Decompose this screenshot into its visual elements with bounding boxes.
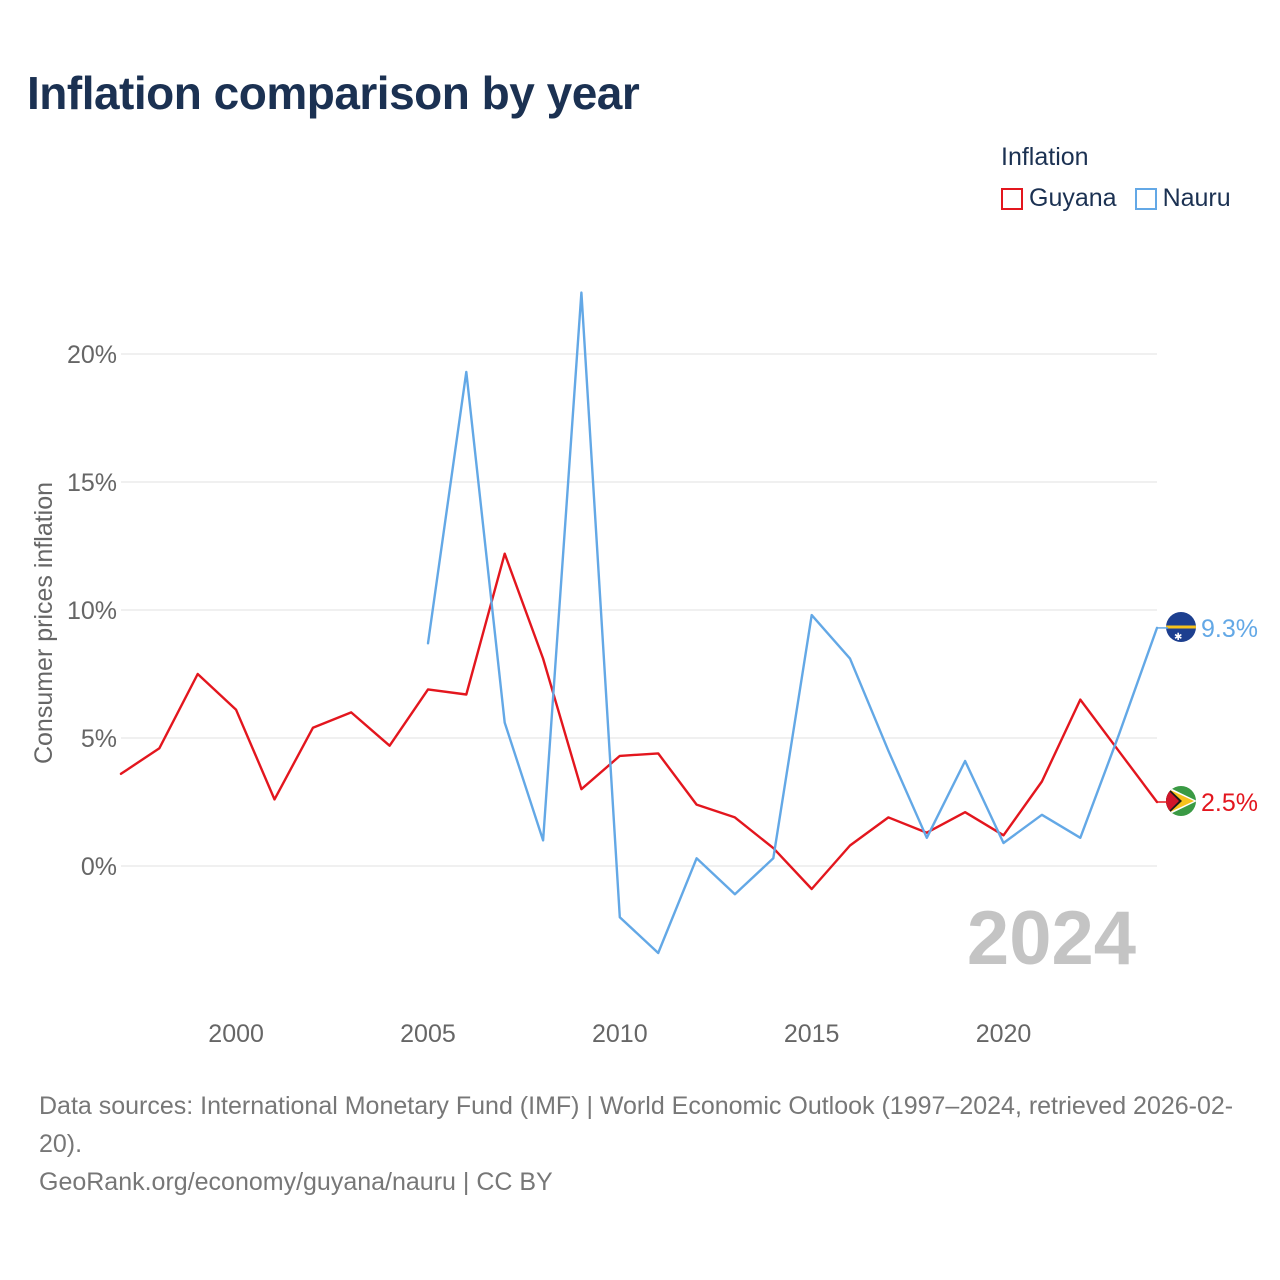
chart-title: Inflation comparison by year bbox=[27, 67, 640, 119]
credit-link[interactable]: GeoRank.org/economy/guyana/nauru | CC BY bbox=[39, 1168, 553, 1196]
legend-swatch-guyana bbox=[1001, 187, 1023, 210]
svg-text:✱: ✱ bbox=[1174, 632, 1182, 643]
legend-title: Inflation bbox=[1001, 143, 1089, 171]
legend-swatch-nauru bbox=[1134, 187, 1157, 210]
x-tick-label: 2010 bbox=[592, 1020, 648, 1048]
y-axis-ticks: 0% 5% 10% 15% 20% bbox=[67, 341, 117, 881]
y-tick-label: 15% bbox=[67, 469, 117, 497]
legend: Inflation Guyana Nauru bbox=[1001, 143, 1231, 213]
y-tick-label: 10% bbox=[67, 597, 117, 625]
legend-item-nauru[interactable]: Nauru bbox=[1134, 184, 1231, 213]
flag-nauru-icon: ✱ bbox=[1166, 612, 1196, 643]
y-axis-label: Consumer prices inflation bbox=[30, 482, 58, 764]
chart-plot: 0% 5% 10% 15% 20% 2000 2005 2010 2015 2020 Consu… bbox=[30, 291, 1258, 1048]
y-tick-label: 5% bbox=[81, 725, 117, 753]
data-sources: Data sources: International Monetary Fun… bbox=[39, 1092, 1234, 1158]
end-label-guyana: 2.5% bbox=[1201, 789, 1258, 817]
grid-lines bbox=[121, 353, 1157, 867]
x-axis-ticks: 2000 2005 2010 2015 2020 bbox=[208, 1020, 1031, 1048]
y-tick-label: 20% bbox=[67, 341, 117, 369]
series-line-nauru[interactable] bbox=[426, 291, 1159, 955]
x-tick-label: 2020 bbox=[976, 1020, 1032, 1048]
year-watermark: 2024 bbox=[967, 896, 1136, 981]
x-tick-label: 2015 bbox=[784, 1020, 840, 1048]
legend-label-nauru: Nauru bbox=[1162, 184, 1231, 212]
end-label-nauru: 9.3% bbox=[1201, 615, 1258, 643]
legend-label-guyana: Guyana bbox=[1029, 184, 1117, 212]
flag-guyana-icon bbox=[1166, 786, 1196, 816]
y-tick-label: 0% bbox=[81, 853, 117, 881]
end-labels: 2.5% 9.3% bbox=[1157, 615, 1258, 817]
footer: Data sources: International Monetary Fun… bbox=[39, 1087, 1249, 1201]
series-lines bbox=[119, 291, 1159, 955]
x-tick-label: 2005 bbox=[400, 1020, 456, 1048]
x-tick-label: 2000 bbox=[208, 1020, 264, 1048]
legend-item-guyana[interactable]: Guyana bbox=[1001, 184, 1117, 213]
series-line-guyana[interactable] bbox=[119, 552, 1159, 891]
